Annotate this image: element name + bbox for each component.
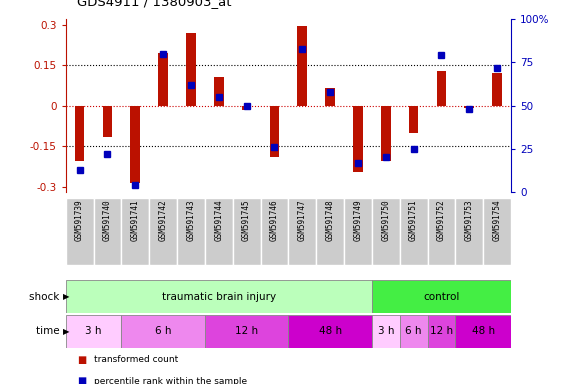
Bar [316,198,344,265]
Bar [75,106,85,161]
Text: GDS4911 / 1380903_at: GDS4911 / 1380903_at [77,0,232,8]
Text: GSM591754: GSM591754 [493,200,502,242]
Bar [353,106,363,172]
Text: GSM591742: GSM591742 [159,200,168,242]
Text: 48 h: 48 h [319,326,341,336]
Text: 6 h: 6 h [155,326,171,336]
Bar [483,198,511,265]
Text: ▶: ▶ [63,292,69,301]
Bar [130,106,140,182]
Bar [492,73,502,106]
Text: 3 h: 3 h [85,326,102,336]
Text: GSM591743: GSM591743 [186,200,195,242]
Text: GSM591745: GSM591745 [242,200,251,242]
Bar [177,198,205,265]
Text: 12 h: 12 h [430,326,453,336]
Bar [94,198,122,265]
Bar [270,106,279,157]
Bar [260,198,288,265]
Text: GSM591747: GSM591747 [297,200,307,242]
Bar [325,88,335,106]
Text: GSM591739: GSM591739 [75,200,84,242]
Bar [149,198,177,265]
Text: GSM591750: GSM591750 [381,200,391,242]
Bar [66,280,372,313]
Text: ▶: ▶ [63,327,69,336]
Text: percentile rank within the sample: percentile rank within the sample [94,377,247,384]
Bar [233,198,260,265]
Bar [428,198,456,265]
Bar [428,315,456,348]
Text: GSM591751: GSM591751 [409,200,418,242]
Text: shock: shock [29,291,63,302]
Bar [205,315,288,348]
Text: ■: ■ [77,376,86,384]
Text: 3 h: 3 h [377,326,394,336]
Bar [400,315,428,348]
Text: traumatic brain injury: traumatic brain injury [162,291,276,302]
Bar [381,106,391,161]
Text: ■: ■ [77,355,86,365]
Text: control: control [423,291,460,302]
Bar [456,315,511,348]
Text: GSM591741: GSM591741 [131,200,140,242]
Bar [214,77,224,106]
Text: GSM591752: GSM591752 [437,200,446,242]
Text: transformed count: transformed count [94,356,179,364]
Bar [288,198,316,265]
Bar [122,198,149,265]
Bar [344,198,372,265]
Text: GSM591746: GSM591746 [270,200,279,242]
Bar [297,26,307,106]
Bar [288,315,372,348]
Bar [437,71,447,106]
Text: GSM591749: GSM591749 [353,200,363,242]
Text: 48 h: 48 h [472,326,494,336]
Bar [122,315,205,348]
Bar [66,198,94,265]
Text: GSM591748: GSM591748 [325,200,335,242]
Bar [242,106,251,110]
Bar [372,198,400,265]
Bar [456,198,483,265]
Text: GSM591744: GSM591744 [214,200,223,242]
Text: time: time [36,326,63,336]
Text: GSM591740: GSM591740 [103,200,112,242]
Bar [186,33,196,106]
Bar [103,106,112,137]
Bar [66,315,122,348]
Bar [372,280,511,313]
Bar [409,106,419,132]
Bar [400,198,428,265]
Bar [205,198,233,265]
Bar [372,315,400,348]
Text: 6 h: 6 h [405,326,422,336]
Bar [464,106,474,108]
Bar [158,53,168,106]
Text: GSM591753: GSM591753 [465,200,474,242]
Text: 12 h: 12 h [235,326,258,336]
